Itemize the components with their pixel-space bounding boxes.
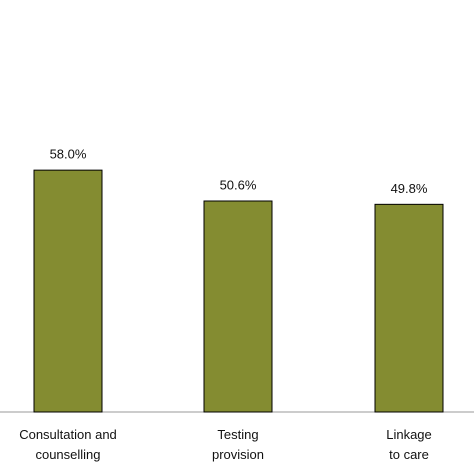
bar (203, 200, 273, 413)
x-tick-label: Consultation and counselling (19, 427, 117, 462)
value-label: 49.8% (391, 181, 428, 196)
value-label: 58.0% (50, 147, 87, 162)
value-label: 50.6% (220, 177, 257, 192)
x-tick-label: Linkage to care (386, 427, 432, 462)
bar (33, 169, 103, 413)
x-tick-label: Testing provision (211, 427, 265, 462)
bar (374, 203, 444, 413)
